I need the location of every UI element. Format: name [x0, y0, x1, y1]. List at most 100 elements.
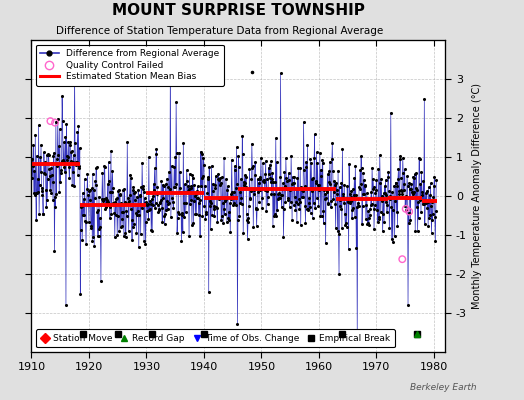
- Point: [221, 196, 230, 202]
- Point: [46, 187, 54, 193]
- Point: [325, 168, 333, 174]
- Point: [268, 176, 276, 182]
- Point: [39, 210, 48, 217]
- Point: [365, 222, 373, 228]
- Point: [402, 195, 411, 202]
- Point: [360, 191, 368, 197]
- Point: [214, 171, 223, 177]
- Point: [39, 211, 47, 217]
- Point: [302, 159, 310, 166]
- Point: [169, 204, 178, 211]
- Point: [246, 195, 254, 201]
- Point: [201, 182, 209, 189]
- Point: [73, 128, 82, 135]
- Point: [310, 155, 318, 161]
- Point: [92, 182, 100, 188]
- Point: [102, 204, 111, 211]
- Point: [295, 206, 303, 212]
- Point: [69, 169, 78, 175]
- Point: [198, 212, 206, 219]
- Point: [122, 208, 130, 214]
- Point: [261, 158, 270, 164]
- Point: [166, 49, 174, 55]
- Point: [306, 156, 314, 162]
- Point: [103, 199, 111, 205]
- Point: [231, 166, 239, 173]
- Point: [256, 187, 264, 194]
- Point: [374, 219, 382, 225]
- Point: [121, 230, 129, 236]
- Point: [278, 192, 286, 198]
- Point: [359, 170, 367, 176]
- Point: [198, 175, 206, 182]
- Point: [230, 189, 238, 195]
- Point: [313, 195, 321, 201]
- Point: [315, 182, 323, 188]
- Point: [392, 208, 401, 215]
- Point: [38, 192, 47, 198]
- Point: [74, 171, 82, 178]
- Point: [53, 116, 62, 122]
- Point: [209, 206, 217, 212]
- Point: [43, 196, 51, 203]
- Point: [289, 180, 297, 186]
- Point: [362, 216, 370, 222]
- Point: [313, 160, 322, 166]
- Point: [33, 190, 41, 196]
- Point: [373, 206, 381, 213]
- Point: [255, 199, 263, 205]
- Point: [201, 216, 210, 222]
- Point: [204, 174, 212, 180]
- Point: [329, 196, 337, 202]
- Point: [161, 181, 170, 187]
- Point: [349, 204, 357, 211]
- Point: [249, 224, 257, 230]
- Point: [235, 213, 244, 220]
- Point: [172, 150, 181, 156]
- Point: [86, 187, 94, 194]
- Point: [366, 202, 375, 208]
- Point: [125, 192, 134, 198]
- Point: [123, 213, 131, 219]
- Point: [111, 199, 119, 205]
- Point: [314, 203, 323, 209]
- Point: [353, 331, 362, 337]
- Point: [299, 119, 308, 125]
- Point: [339, 194, 347, 200]
- Point: [99, 198, 107, 204]
- Point: [69, 159, 77, 165]
- Point: [281, 183, 289, 189]
- Point: [351, 163, 359, 170]
- Point: [206, 198, 214, 204]
- Point: [45, 152, 53, 159]
- Point: [90, 243, 99, 250]
- Point: [220, 155, 228, 161]
- Point: [227, 156, 236, 163]
- Point: [307, 160, 315, 166]
- Point: [221, 198, 229, 204]
- Point: [382, 199, 390, 205]
- Point: [51, 120, 59, 126]
- Point: [128, 187, 137, 193]
- Point: [312, 178, 320, 184]
- Point: [319, 160, 327, 166]
- Point: [58, 158, 66, 164]
- Point: [191, 211, 200, 218]
- Point: [266, 174, 274, 181]
- Point: [357, 153, 365, 159]
- Point: [110, 210, 118, 216]
- Point: [27, 159, 36, 165]
- Point: [133, 212, 141, 218]
- Point: [162, 198, 171, 204]
- Point: [134, 187, 143, 194]
- Point: [108, 168, 117, 174]
- Point: [48, 179, 57, 185]
- Point: [58, 118, 67, 124]
- Point: [205, 164, 213, 170]
- Point: [265, 170, 274, 177]
- Point: [147, 227, 156, 234]
- Point: [46, 118, 54, 124]
- Point: [52, 191, 61, 197]
- Point: [143, 208, 151, 215]
- Point: [184, 183, 192, 189]
